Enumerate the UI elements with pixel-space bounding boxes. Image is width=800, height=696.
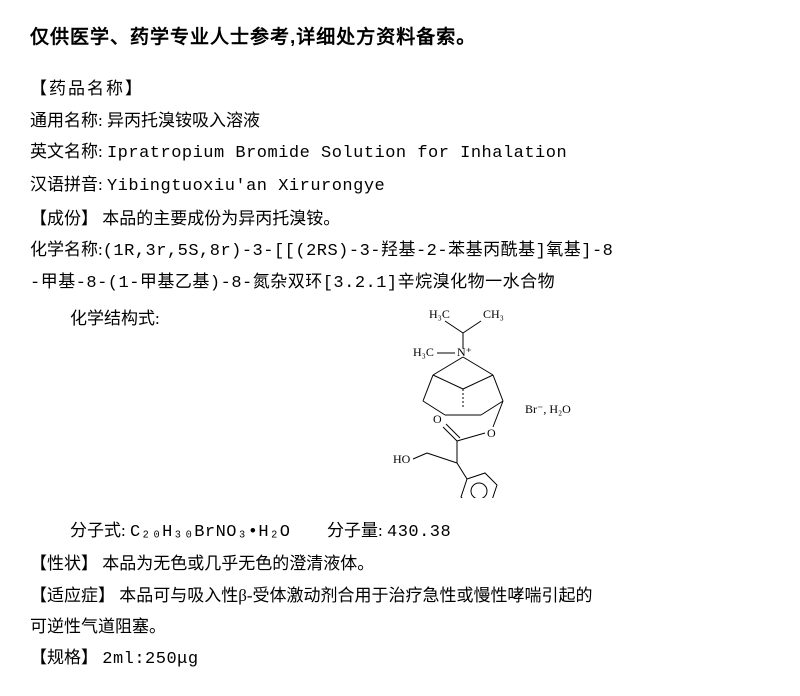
formula-value: C₂₀H₃₀BrNO₃•H₂O: [130, 523, 291, 542]
chem-name-label: 化学名称:: [30, 240, 103, 259]
struct-label-h3c-left: H₃C: [413, 345, 434, 359]
formula-label: 分子式:: [70, 521, 126, 540]
property-row: 【性状】 本品为无色或几乎无色的澄清液体。: [30, 548, 770, 579]
struct-label-o-double: O: [433, 412, 442, 426]
mw-value: 430.38: [387, 523, 451, 542]
chem-name-line1: (1R,3r,5S,8r)-3-[[(2RS)-3-羟基-2-苯基丙酰基]氧基]…: [103, 242, 614, 261]
chem-name-row: 化学名称:(1R,3r,5S,8r)-3-[[(2RS)-3-羟基-2-苯基丙酰…: [30, 234, 770, 267]
english-name-row: 英文名称: Ipratropium Bromide Solution for I…: [30, 136, 770, 169]
header-warning: 仅供医学、药学专业人士参考,详细处方资料备索。: [30, 20, 770, 55]
ingredient-text: 本品的主要成份为异丙托溴铵。: [102, 209, 340, 228]
drug-name-section-title: 【药品名称】: [30, 73, 770, 104]
chem-name-line2: -甲基-8-(1-甲基乙基)-8-氮杂双环[3.2.1]辛烷溴化物一水合物: [30, 268, 770, 299]
generic-name-row: 通用名称: 异丙托溴铵吸入溶液: [30, 105, 770, 136]
property-label: 【性状】: [30, 554, 98, 573]
generic-name-value: 异丙托溴铵吸入溶液: [107, 111, 260, 130]
generic-name-label: 通用名称:: [30, 111, 103, 130]
pinyin-label: 汉语拼音:: [30, 175, 103, 194]
formula-row: 分子式: C₂₀H₃₀BrNO₃•H₂O 分子量: 430.38: [30, 515, 770, 548]
struct-label-ho: HO: [393, 452, 411, 466]
spec-label: 【规格】: [30, 648, 98, 667]
indication-text-line1: 本品可与吸入性β-受体激动剂合用于治疗急性或慢性哮喘引起的: [119, 586, 592, 605]
mw-label: 分子量:: [327, 521, 383, 540]
spec-value: 2ml:250μg: [102, 650, 198, 669]
spec-row: 【规格】 2ml:250μg: [30, 642, 770, 675]
ingredient-row: 【成份】 本品的主要成份为异丙托溴铵。: [30, 203, 770, 234]
chemical-structure-label: 化学结构式:: [30, 303, 160, 334]
ingredient-label: 【成份】: [30, 209, 98, 228]
indication-label: 【适应症】: [30, 586, 115, 605]
struct-label-o-single: O: [487, 426, 496, 440]
struct-label-br-h2o: Br⁻, H₂O: [525, 402, 571, 416]
indication-row-1: 【适应症】 本品可与吸入性β-受体激动剂合用于治疗急性或慢性哮喘引起的: [30, 580, 770, 611]
chemical-structure-diagram: H₃C CH₃ H₃C N⁺ O O HO Br⁻, H₂O: [335, 303, 595, 498]
indication-row-2: 可逆性气道阻塞。: [30, 611, 770, 642]
chemical-structure-row: 化学结构式:: [30, 303, 770, 508]
struct-label-nplus: N⁺: [457, 345, 472, 359]
property-text: 本品为无色或几乎无色的澄清液体。: [102, 554, 374, 573]
english-name-label: 英文名称:: [30, 142, 103, 161]
english-name-value: Ipratropium Bromide Solution for Inhalat…: [107, 144, 567, 163]
struct-label-h3c-top: H₃C: [429, 307, 450, 321]
pinyin-row: 汉语拼音: Yibingtuoxiu'an Xirurongye: [30, 169, 770, 202]
struct-label-ch3-right: CH₃: [483, 307, 504, 321]
pinyin-value: Yibingtuoxiu'an Xirurongye: [107, 177, 385, 196]
